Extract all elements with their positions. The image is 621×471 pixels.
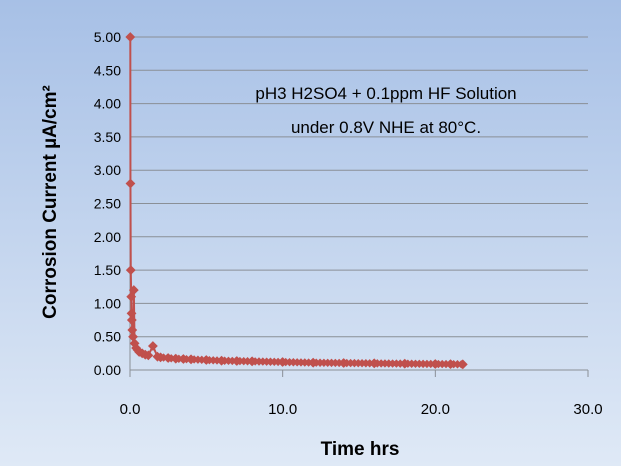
y-tick-label: 5.00 [94,29,121,45]
y-tick-label: 2.50 [94,196,121,212]
y-tick-label: 1.50 [94,262,121,278]
x-axis-title: Time hrs [321,439,400,460]
x-tick-label: 20.0 [421,401,450,418]
y-axis-title: Corrosion Current µA/cm² [40,85,61,319]
y-tick-label: 0.50 [94,329,121,345]
x-tick-label: 10.0 [268,401,297,418]
x-tick-label: 30.0 [573,401,602,418]
y-tick-label: 2.00 [94,229,121,245]
y-tick-label: 0.00 [94,362,121,378]
chart-title-line-2: under 0.8V NHE at 80°C. [291,118,481,137]
y-tick-label: 4.50 [94,62,121,78]
y-tick-label: 1.00 [94,295,121,311]
y-tick-label: 3.50 [94,129,121,145]
x-tick-label: 0.0 [120,401,141,418]
chart-title-line-1: pH3 H2SO4 + 0.1ppm HF Solution [255,84,516,103]
y-tick-label: 3.00 [94,162,121,178]
y-tick-label: 4.00 [94,96,121,112]
